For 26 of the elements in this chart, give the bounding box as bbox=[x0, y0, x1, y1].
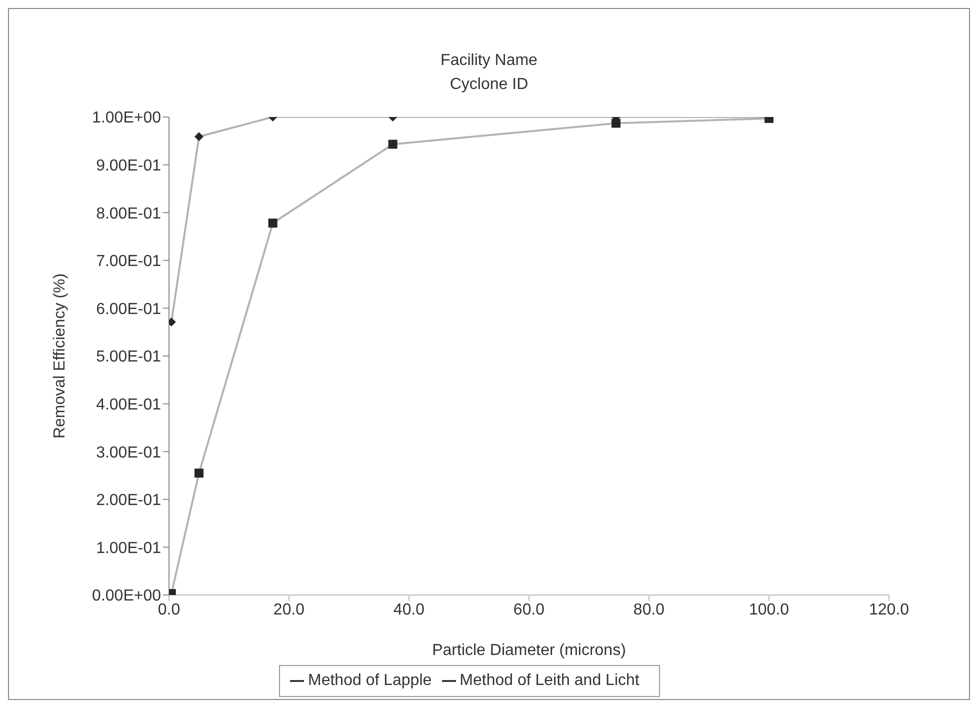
y-tick-label: 2.00E-01 bbox=[96, 492, 162, 510]
chart-subtitle: Cyclone ID bbox=[448, 75, 530, 95]
y-tick-label: 5.00E-01 bbox=[96, 348, 162, 366]
point bbox=[194, 132, 204, 142]
x-tick-label: 100.0 bbox=[748, 601, 790, 618]
x-axis-title: Particle Diameter (microns) bbox=[432, 642, 626, 659]
y-tick-label: 6.00E-01 bbox=[96, 300, 162, 318]
y-tick-label: 1.00E-01 bbox=[96, 540, 162, 557]
point bbox=[268, 218, 278, 228]
x-tick-label: 80.0 bbox=[633, 601, 665, 618]
point bbox=[194, 468, 204, 478]
point bbox=[388, 140, 398, 149]
chart-title: Facility Name bbox=[440, 51, 538, 71]
x-tick-label: 120.0 bbox=[868, 601, 910, 618]
legend-label: Method of Leith and Licht bbox=[460, 672, 640, 689]
y-tick-label: 9.00E-01 bbox=[96, 157, 162, 174]
x-tick-label: 60.0 bbox=[513, 601, 545, 618]
y-tick-label: 1.00E+00 bbox=[92, 110, 162, 127]
x-tick-label: 20.0 bbox=[273, 601, 305, 618]
y-axis-title: Removal Efficiency (%) bbox=[52, 273, 69, 439]
legend-label: Method of Lapple bbox=[308, 672, 432, 689]
y-tick-label: 4.00E-01 bbox=[96, 396, 162, 414]
y-tick-label: 8.00E-01 bbox=[96, 205, 162, 222]
x-tick-label: 40.0 bbox=[393, 601, 425, 618]
y-tick-label: 7.00E-01 bbox=[96, 253, 162, 270]
y-tick-label: 3.00E-01 bbox=[96, 444, 162, 462]
